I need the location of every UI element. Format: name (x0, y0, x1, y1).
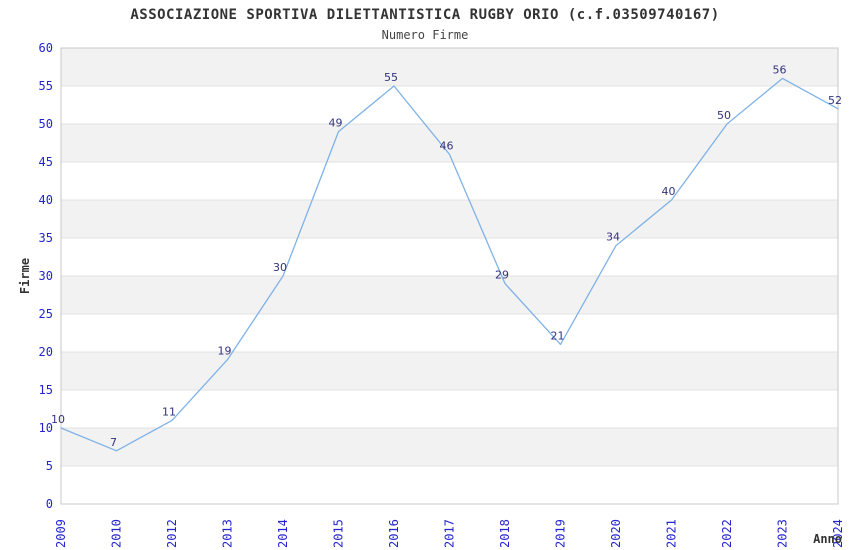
x-tick-label: 2014 (276, 519, 290, 548)
x-tick-label: 2018 (498, 519, 512, 548)
x-tick-label: 2010 (110, 519, 124, 548)
x-tick-label: 2017 (443, 519, 457, 548)
data-label: 34 (606, 231, 620, 244)
data-label: 46 (440, 139, 454, 152)
x-axis-title: Anno (813, 532, 842, 546)
y-tick-label: 25 (39, 307, 53, 321)
data-label: 49 (329, 117, 343, 130)
plot-band (61, 162, 838, 200)
data-label: 10 (51, 413, 65, 426)
x-tick-label: 2022 (720, 519, 734, 548)
y-tick-label: 15 (39, 383, 53, 397)
x-tick-label: 2021 (665, 519, 679, 548)
plot-band (61, 390, 838, 428)
x-tick-label: 2012 (165, 519, 179, 548)
y-tick-label: 40 (39, 193, 53, 207)
plot-band (61, 238, 838, 276)
plot-border (60, 47, 839, 505)
plot-band (61, 86, 838, 124)
y-axis-title: Firme (18, 258, 32, 294)
plot-band (61, 314, 838, 352)
plot-band (61, 466, 838, 504)
x-tick-label: 2009 (54, 519, 68, 548)
chart-title: ASSOCIAZIONE SPORTIVA DILETTANTISTICA RU… (130, 7, 720, 23)
y-tick-label: 50 (39, 117, 53, 131)
plot-band (61, 352, 838, 390)
y-tick-label: 0 (46, 497, 53, 511)
data-label: 50 (717, 109, 731, 122)
plot-band (61, 428, 838, 466)
x-tick-label: 2013 (221, 519, 235, 548)
data-label: 56 (773, 63, 787, 76)
x-tick-label: 2016 (387, 519, 401, 548)
x-tick-label: 2023 (776, 519, 790, 548)
y-tick-label: 35 (39, 231, 53, 245)
plot-band (61, 48, 838, 86)
x-tick-label: 2020 (609, 519, 623, 548)
y-tick-label: 10 (39, 421, 53, 435)
x-tick-label: 2024 (831, 519, 845, 548)
series-line (60, 77, 839, 452)
data-label: 11 (162, 405, 176, 418)
y-tick-label: 20 (39, 345, 53, 359)
x-tick-label: 2019 (554, 519, 568, 548)
plot-band (61, 276, 838, 314)
y-tick-label: 45 (39, 155, 53, 169)
data-label: 52 (828, 94, 842, 107)
data-label: 19 (218, 345, 232, 358)
data-label: 7 (110, 436, 117, 449)
plot-band (61, 200, 838, 238)
y-tick-label: 60 (39, 41, 53, 55)
data-label: 30 (273, 261, 287, 274)
chart-subtitle: Numero Firme (381, 28, 469, 42)
data-label: 21 (551, 329, 565, 342)
x-tick-label: 2015 (332, 519, 346, 548)
data-label: 40 (662, 185, 676, 198)
data-label: 55 (384, 71, 398, 84)
data-label: 29 (495, 269, 509, 282)
y-tick-label: 55 (39, 79, 53, 93)
y-tick-label: 5 (46, 459, 53, 473)
y-tick-label: 30 (39, 269, 53, 283)
